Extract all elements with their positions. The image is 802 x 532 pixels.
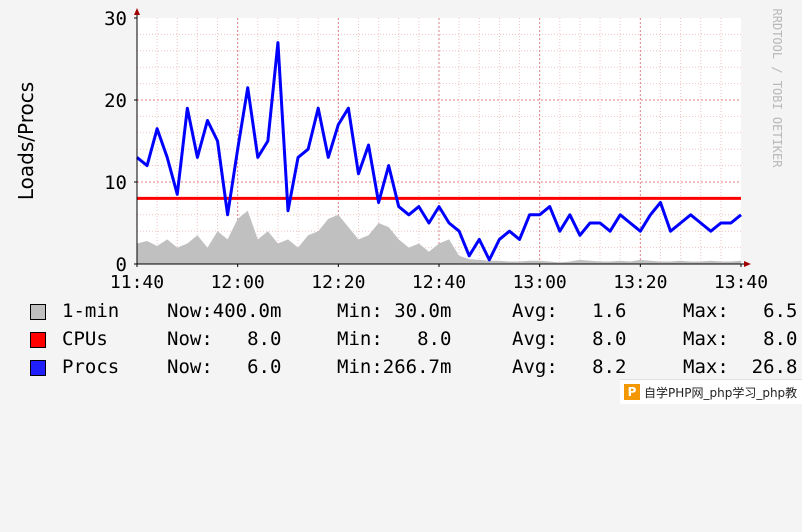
legend-avg: Avg: 8.0 <box>512 328 627 350</box>
legend-now: Now:400.0m <box>167 300 282 322</box>
legend-row-cpus: CPUs Now: 8.0 Min: 8.0 Avg: 8.0 Max: 8.0 <box>30 328 797 356</box>
watermark-text: 自学PHP网_php学习_php教 <box>644 385 798 400</box>
series-line-procs <box>136 41 742 262</box>
x-tick-label: 13:00 <box>513 272 567 293</box>
y-axis-arrow-icon <box>134 8 140 15</box>
series-area-1-min <box>137 210 741 264</box>
legend-max: Max: 6.5 <box>683 300 798 322</box>
legend-min: Min: 30.0m <box>337 300 452 322</box>
x-tick-label: 12:40 <box>412 272 466 293</box>
legend-row-1min: 1-min Now:400.0m Min: 30.0m Avg: 1.6 Max… <box>30 300 797 328</box>
legend-now: Now: 8.0 <box>167 328 282 350</box>
y-tick-label: 10 <box>104 172 127 194</box>
legend-label: 1-min <box>62 300 120 322</box>
legend-swatch-procs <box>30 360 46 376</box>
watermark-banner[interactable]: P 自学PHP网_php学习_php教 <box>620 379 802 404</box>
y-tick-label: 0 <box>116 254 127 276</box>
ticks: 0 10 20 30 11:40 12:00 12:20 12:40 13:00 13:20 13:… <box>104 8 768 293</box>
legend-now: Now: 6.0 <box>167 356 282 378</box>
x-tick-label: 12:20 <box>311 272 365 293</box>
line-layer <box>136 41 742 262</box>
legend-max: Max: 26.8 <box>683 356 798 378</box>
legend-min: Min:266.7m <box>337 356 452 378</box>
legend-max: Max: 8.0 <box>683 328 798 350</box>
legend-swatch-cpus <box>30 332 46 348</box>
axes <box>134 8 751 267</box>
chart: 0 10 20 30 11:40 12:00 12:20 12:40 13:00 13:20 13:… <box>14 8 784 293</box>
side-credit-label: RRDTOOL / TOBI OETIKER <box>770 9 784 169</box>
y-tick-label: 20 <box>104 90 127 112</box>
y-tick-label: 30 <box>104 8 127 30</box>
x-tick-label: 13:20 <box>613 272 667 293</box>
legend-min: Min: 8.0 <box>337 328 452 350</box>
x-tick-label: 12:00 <box>211 272 265 293</box>
y-axis-label: Loads/Procs <box>14 82 38 200</box>
legend-avg: Avg: 8.2 <box>512 356 627 378</box>
legend-avg: Avg: 1.6 <box>512 300 627 322</box>
legend-swatch-1min <box>30 304 46 320</box>
legend: 1-min Now:400.0m Min: 30.0m Avg: 1.6 Max… <box>30 300 797 384</box>
site-logo-icon: P <box>624 384 640 400</box>
legend-label: Procs <box>62 356 120 378</box>
legend-row-procs: Procs Now: 6.0 Min:266.7m Avg: 8.2 Max: … <box>30 356 797 384</box>
x-tick-label: 13:40 <box>714 272 768 293</box>
legend-label: CPUs <box>62 328 108 350</box>
x-tick-label: 11:40 <box>110 272 164 293</box>
area-layer <box>137 210 741 264</box>
x-axis-arrow-icon <box>744 261 751 267</box>
